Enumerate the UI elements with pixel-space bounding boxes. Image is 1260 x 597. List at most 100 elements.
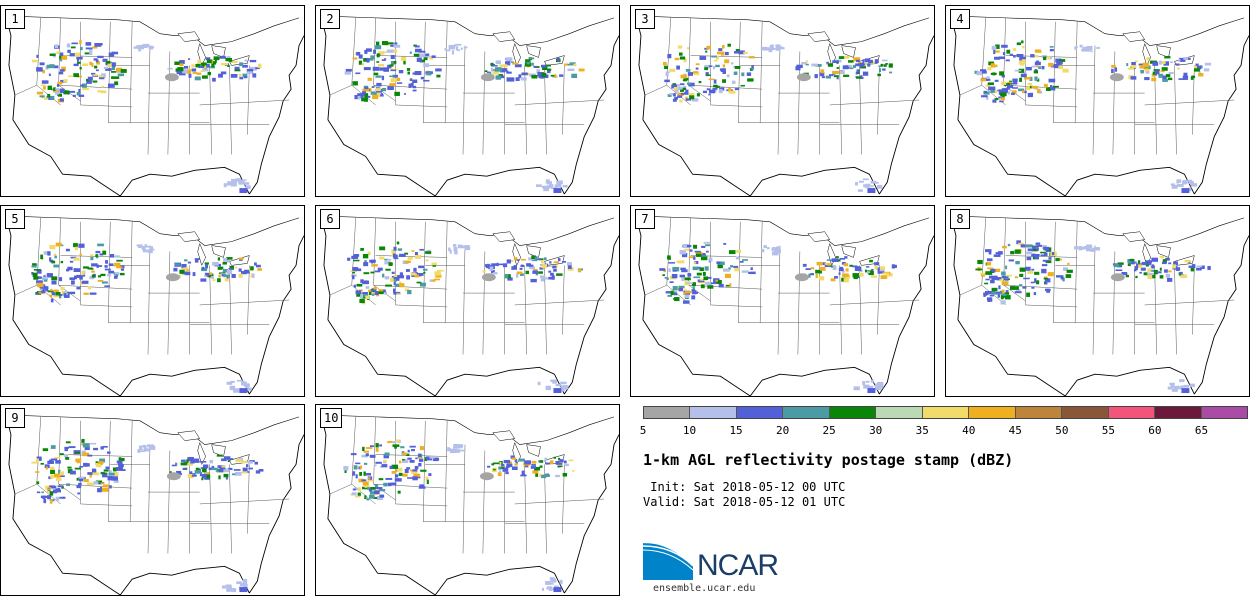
reflectivity-cell bbox=[174, 61, 181, 65]
reflectivity-cell bbox=[255, 67, 260, 70]
reflectivity-cell bbox=[865, 266, 870, 268]
map-panel-7: 7 bbox=[630, 205, 935, 397]
reflectivity-cell bbox=[557, 258, 561, 262]
reflectivity-cell bbox=[412, 79, 418, 83]
reflectivity-cell bbox=[387, 86, 394, 91]
reflectivity-cell bbox=[389, 465, 393, 470]
reflectivity-cell bbox=[379, 444, 383, 447]
reflectivity-cell bbox=[682, 79, 688, 82]
reflectivity-cell bbox=[506, 259, 512, 264]
reflectivity-cell bbox=[1002, 245, 1007, 249]
reflectivity-cell bbox=[983, 91, 990, 95]
reflectivity-cell bbox=[1167, 277, 1173, 282]
reflectivity-cell bbox=[531, 74, 538, 79]
reflectivity-cell bbox=[227, 65, 230, 67]
reflectivity-cell bbox=[68, 291, 76, 295]
reflectivity-cell bbox=[365, 295, 370, 300]
reflectivity-cell bbox=[577, 268, 582, 273]
reflectivity-cell bbox=[375, 461, 382, 464]
reflectivity-cell bbox=[1065, 274, 1072, 278]
great-lakes bbox=[177, 430, 250, 466]
reflectivity-cell bbox=[230, 182, 237, 187]
reflectivity-cell bbox=[44, 464, 50, 469]
reflectivity-cell bbox=[47, 290, 54, 293]
reflectivity-cell bbox=[1003, 83, 1011, 86]
reflectivity-cell bbox=[89, 442, 97, 445]
reflectivity-cell bbox=[182, 267, 189, 270]
reflectivity-cell bbox=[1051, 252, 1055, 256]
reflectivity-cell bbox=[35, 280, 43, 283]
reflectivity-cell bbox=[390, 61, 395, 65]
reflectivity-cell bbox=[559, 459, 564, 463]
reflectivity-cell bbox=[540, 277, 545, 282]
reflectivity-cell bbox=[189, 471, 193, 474]
reflectivity-cell bbox=[832, 60, 839, 64]
reflectivity-cell bbox=[176, 470, 182, 475]
reflectivity-cell bbox=[423, 79, 430, 82]
reflectivity-cell bbox=[1027, 271, 1034, 274]
reflectivity-cell bbox=[1190, 76, 1194, 80]
reflectivity-cell bbox=[51, 280, 57, 285]
reflectivity-cell bbox=[993, 49, 996, 55]
reflectivity-cell bbox=[698, 81, 702, 84]
us-outline bbox=[320, 414, 619, 595]
reflectivity-cell bbox=[425, 259, 429, 262]
reflectivity-cell bbox=[499, 75, 505, 79]
reflectivity-cell bbox=[31, 265, 37, 268]
reflectivity-cell bbox=[843, 263, 849, 267]
reflectivity-cell bbox=[548, 276, 555, 280]
reflectivity-cell bbox=[412, 85, 417, 89]
reflectivity-cell bbox=[669, 68, 676, 72]
reflectivity-cell bbox=[76, 287, 81, 290]
reflectivity-cell bbox=[511, 266, 517, 270]
reflectivity-cell bbox=[43, 251, 48, 255]
reflectivity-cell bbox=[1049, 46, 1054, 48]
great-lakes bbox=[177, 231, 250, 267]
reflectivity-cell bbox=[1165, 273, 1171, 278]
reflectivity-cell bbox=[226, 257, 233, 260]
reflectivity-cell bbox=[373, 92, 377, 95]
reflectivity-cell bbox=[76, 61, 81, 64]
reflectivity-cell bbox=[801, 62, 807, 65]
reflectivity-cell bbox=[365, 48, 372, 52]
reflectivity-cell bbox=[404, 468, 409, 473]
reflectivity-cell bbox=[835, 256, 839, 259]
reflectivity-cell bbox=[55, 477, 62, 481]
reflectivity-cell bbox=[1022, 286, 1027, 289]
reflectivity-cell bbox=[99, 253, 104, 256]
reflectivity-cell bbox=[1200, 265, 1205, 270]
reflectivity-cell bbox=[879, 68, 882, 73]
reflectivity-cell bbox=[415, 457, 418, 460]
reflectivity-cell bbox=[768, 47, 773, 53]
reflectivity-cell bbox=[1001, 88, 1008, 92]
reflectivity-cell bbox=[91, 468, 97, 473]
reflectivity-cell bbox=[832, 265, 837, 271]
reflectivity-cell bbox=[679, 250, 687, 255]
reflectivity-cell bbox=[749, 56, 755, 59]
reflectivity-cell bbox=[239, 188, 248, 194]
reflectivity-cell bbox=[109, 253, 115, 258]
reflectivity-cell bbox=[43, 279, 48, 282]
reflectivity-cell bbox=[1020, 244, 1026, 248]
reflectivity-cell bbox=[548, 270, 552, 273]
reflectivity-cell bbox=[739, 261, 744, 263]
reflectivity-cell bbox=[393, 274, 400, 277]
reflectivity-cell bbox=[722, 64, 726, 68]
reflectivity-cell bbox=[981, 95, 988, 98]
reflectivity-cell bbox=[1014, 69, 1022, 72]
reflectivity-cell bbox=[52, 65, 59, 69]
reflectivity-cell bbox=[397, 248, 403, 251]
reflectivity-cell bbox=[402, 458, 405, 461]
reflectivity-cell bbox=[446, 49, 451, 52]
reflectivity-cell bbox=[207, 71, 212, 76]
reflectivity-cell bbox=[250, 66, 257, 71]
reflectivity-cell bbox=[989, 269, 993, 272]
reflectivity-cell bbox=[856, 76, 862, 79]
reflectivity-cell bbox=[96, 265, 103, 267]
reflectivity-cell bbox=[802, 263, 807, 267]
reflectivity-cell bbox=[79, 66, 82, 70]
reflectivity-cell bbox=[202, 68, 209, 72]
reflectivity-cell bbox=[36, 54, 39, 58]
reflectivity-cell bbox=[448, 45, 456, 50]
reflectivity-cell bbox=[370, 259, 374, 264]
